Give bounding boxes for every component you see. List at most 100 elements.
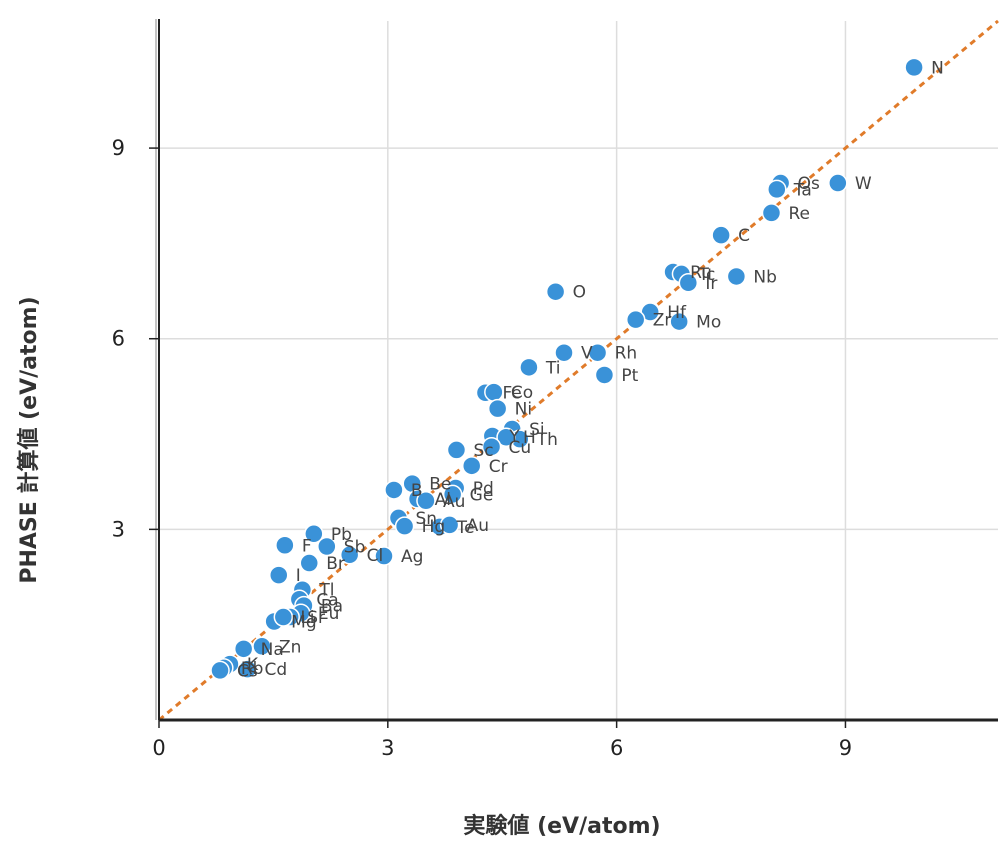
point-label: Ni: [515, 400, 532, 420]
x-tick-label: 0: [152, 736, 165, 760]
data-point: [374, 546, 394, 566]
point-label: F: [302, 536, 312, 556]
point-label: Ge: [470, 485, 494, 505]
data-point: [299, 553, 320, 573]
data-point: [726, 266, 747, 287]
data-point: [828, 173, 848, 193]
point-label: Rb: [241, 659, 264, 679]
x-tick-label: 6: [610, 736, 623, 760]
x-axis-title: 実験値 (eV/atom): [463, 813, 660, 839]
x-tick-label: 9: [839, 736, 852, 760]
point-label: H: [523, 428, 536, 448]
point-label: Zn: [279, 637, 301, 657]
point-label: Re: [788, 204, 810, 224]
point-label: N: [931, 58, 944, 78]
point-label: Ba: [321, 597, 343, 617]
point-label: Eu: [318, 604, 340, 624]
data-point: [442, 484, 463, 505]
data-point: [519, 357, 539, 378]
x-tick-label: 3: [381, 736, 394, 760]
data-point: [416, 491, 436, 511]
axes: [149, 19, 998, 728]
data-point: [554, 342, 574, 363]
data-point: [268, 565, 289, 585]
point-label: V: [581, 344, 593, 364]
data-point: [275, 535, 295, 555]
point-label: Tc: [697, 265, 715, 285]
y-tick-label: 3: [112, 517, 125, 541]
data-point: [625, 309, 646, 330]
point-label: Na: [261, 640, 284, 660]
point-label: Cd: [264, 660, 287, 680]
point-label: Br: [326, 554, 345, 574]
point-label: Au: [443, 492, 465, 512]
data-point: [904, 57, 924, 78]
point-label: Os: [798, 174, 820, 194]
point-label: Pd: [473, 479, 494, 499]
point-label: Nb: [753, 267, 777, 287]
point-label: I: [296, 566, 301, 586]
data-point: [273, 607, 294, 627]
data-point: [210, 660, 230, 681]
data-point: [767, 179, 787, 200]
data-point: [484, 382, 504, 402]
data-point: [446, 440, 467, 460]
point-label: Cu: [509, 438, 532, 458]
data-point: [481, 437, 502, 457]
point-label: Mg: [291, 613, 316, 633]
point-label: Cr: [489, 457, 508, 477]
y-axis-title: PHASE 計算値 (eV/atom): [16, 296, 42, 583]
point-label: W: [855, 174, 872, 194]
point-label: Rh: [615, 344, 638, 364]
point-label: C: [738, 226, 750, 246]
point-label: Sr: [307, 608, 325, 628]
point-label: Pb: [331, 525, 352, 545]
point-label: Mo: [696, 313, 721, 333]
point-label: Al: [435, 490, 451, 510]
data-point: [394, 516, 415, 536]
data-point: [761, 203, 782, 223]
data-point: [233, 639, 254, 659]
data-point: [487, 398, 508, 419]
point-label: Sc: [473, 441, 493, 461]
y-tick-label: 9: [112, 136, 125, 160]
data-point: [461, 456, 482, 476]
point-label: Ir: [705, 274, 717, 294]
y-tick-label: 6: [112, 327, 125, 351]
point-label: Au: [467, 516, 489, 536]
point-label: Fe: [502, 384, 521, 404]
data-point: [304, 524, 324, 544]
data-point: [711, 225, 731, 245]
point-label: Hg: [422, 517, 446, 537]
data-point: [439, 515, 460, 535]
point-label: K: [247, 655, 259, 675]
point-label: Pt: [621, 366, 638, 386]
point-label: Ca: [316, 590, 338, 610]
data-point: [384, 480, 404, 500]
point-label: Cs: [237, 661, 258, 681]
point-label: Li: [300, 608, 314, 628]
data-point: [545, 281, 566, 302]
point-label: Ag: [401, 547, 423, 567]
point-label: Te: [456, 518, 475, 538]
point-label: Hf: [667, 303, 687, 323]
point-label: Co: [511, 383, 533, 403]
grid: [159, 21, 998, 720]
point-label: Be: [429, 475, 451, 495]
data-points: [210, 57, 924, 681]
point-label: Sb: [344, 538, 366, 558]
point-label: Tl: [318, 581, 334, 601]
data-point: [669, 311, 689, 332]
data-point: [339, 545, 360, 565]
data-point: [317, 536, 337, 557]
point-label: Ti: [545, 358, 561, 378]
data-point: [594, 365, 615, 385]
point-label: O: [573, 283, 586, 303]
data-point: [237, 659, 258, 679]
point-label: Sn: [415, 509, 437, 529]
data-point: [678, 273, 699, 293]
point-label: Y: [508, 427, 520, 447]
point-label: Ru: [690, 263, 712, 283]
point-label: Zr: [653, 311, 672, 331]
point-label: B: [411, 481, 423, 501]
